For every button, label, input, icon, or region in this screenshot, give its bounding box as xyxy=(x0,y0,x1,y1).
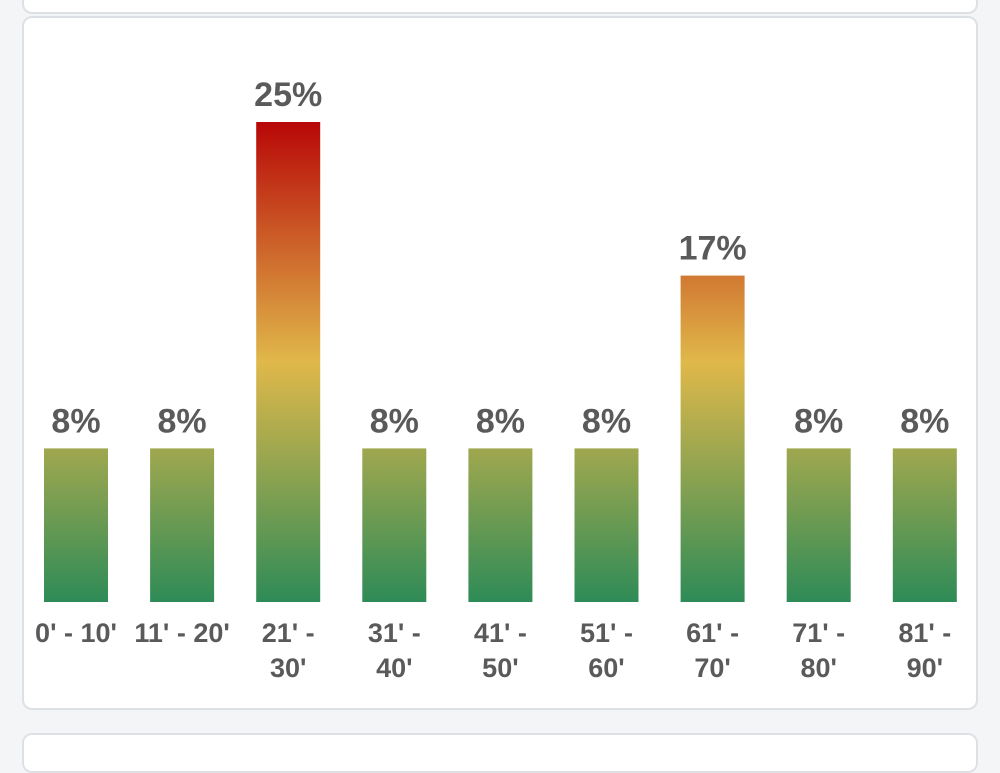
category-label: 41' - xyxy=(474,618,527,648)
bar-value-label: 8% xyxy=(370,402,419,440)
category-label: 51' - xyxy=(580,618,633,648)
previous-card xyxy=(22,0,978,14)
category-label: 11' - 20' xyxy=(134,618,229,648)
category-label: 30' xyxy=(270,653,306,683)
bar xyxy=(362,448,427,602)
bar xyxy=(468,448,533,602)
category-label: 21' - xyxy=(262,618,315,648)
bar-value-label: 25% xyxy=(254,76,322,114)
bar-value-label: 8% xyxy=(51,402,100,440)
bar xyxy=(44,448,108,602)
category-label: 40' xyxy=(376,653,412,683)
bar xyxy=(680,275,745,602)
bar-value-label: 8% xyxy=(794,402,843,440)
value-labels-group: 8% 8% 25% 8% 8% 8% 17% 8% 8% xyxy=(51,76,949,440)
category-labels-group: 0' - 10' 11' - 20' 21' - 30' 31' - 40' 41' - 50… xyxy=(35,618,951,683)
bars-group xyxy=(44,122,957,602)
category-label: 70' xyxy=(694,653,730,683)
bar-value-label: 17% xyxy=(679,230,747,268)
bar xyxy=(256,122,321,602)
bar-value-label: 8% xyxy=(900,402,949,440)
bar xyxy=(786,448,851,602)
bar-value-label: 8% xyxy=(158,402,207,440)
category-label: 0' - 10' xyxy=(35,618,117,648)
bar-value-label: 8% xyxy=(476,402,525,440)
category-label: 50' xyxy=(482,653,518,683)
category-label: 31' - xyxy=(368,618,421,648)
category-label: 71' - xyxy=(792,618,845,648)
bar-chart: 8% 8% 25% 8% 8% 8% 17% 8% 8% 0' - 10' 11' - 20' 21… xyxy=(35,76,957,683)
bar-value-label: 8% xyxy=(582,402,631,440)
category-label: 90' xyxy=(907,653,943,683)
category-label: 60' xyxy=(588,653,624,683)
bar xyxy=(574,448,639,602)
bar xyxy=(892,448,957,602)
category-label: 61' - xyxy=(686,618,739,648)
category-label: 80' xyxy=(800,653,836,683)
bar xyxy=(150,448,215,602)
category-label: 81' - xyxy=(898,618,951,648)
